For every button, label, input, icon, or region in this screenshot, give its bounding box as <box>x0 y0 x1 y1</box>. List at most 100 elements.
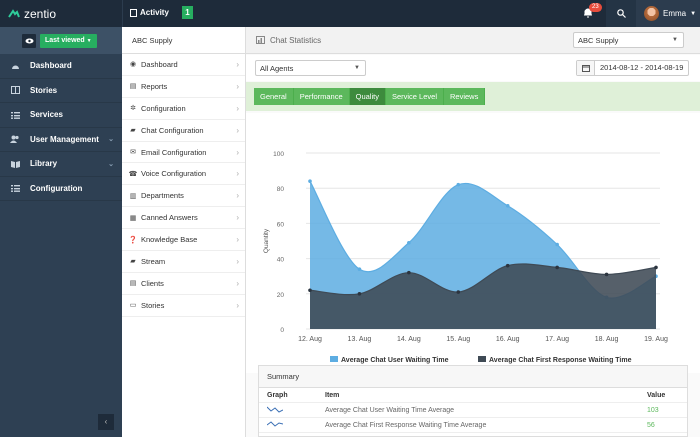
tab-performance[interactable]: Performance <box>293 88 350 105</box>
chevron-down-icon: ⌄ <box>108 136 114 144</box>
subnav-icon: ▥ <box>129 192 137 200</box>
main-content: Chat Statistics ABC Supply ▼ All Agents ▼ … <box>246 27 700 437</box>
logo-icon <box>8 9 20 18</box>
sidebar-item-label: Services <box>30 110 63 120</box>
date-range-value: 2014-08-12 - 2014-08-19 <box>600 63 684 72</box>
x-tick-label: 12. Aug <box>298 336 322 343</box>
search-icon <box>616 9 626 18</box>
y-tick-label: 20 <box>277 292 285 299</box>
subnav-item-email-configuration[interactable]: ✉ Email Configuration › <box>122 142 245 164</box>
last-viewed-button[interactable]: Last viewed ▼ <box>40 33 97 48</box>
subnav-icon: ◉ <box>129 61 137 69</box>
chevron-right-icon: › <box>236 125 239 135</box>
subnav-icon: ▭ <box>129 302 137 310</box>
notification-count-badge: 23 <box>589 3 602 12</box>
subnav-item-stories[interactable]: ▭ Stories › <box>122 295 245 317</box>
subnav-item-stream[interactable]: ▰ Stream › <box>122 251 245 273</box>
tab-service-level[interactable]: Service Level <box>385 88 444 105</box>
search-button[interactable] <box>606 0 636 27</box>
x-tick-label: 19. Aug <box>644 336 668 343</box>
subnav-icon: ▤ <box>129 280 137 288</box>
subnav-icon: ▰ <box>130 258 136 266</box>
subnav-item-dashboard[interactable]: ◉ Dashboard › <box>122 54 245 76</box>
subnav-item-label: Knowledge Base <box>141 235 198 245</box>
data-point <box>357 292 362 296</box>
sidebar-item-dashboard[interactable]: Dashboard <box>0 54 122 79</box>
data-point <box>407 270 411 275</box>
subnav-icon: ▰ <box>130 127 136 135</box>
chevron-down-icon: ⌄ <box>108 160 114 168</box>
data-point <box>407 240 411 245</box>
chart-area: 0 20 40 60 80 100 12. Aug 13. Aug 14. Aug 15. Aug… <box>246 113 700 373</box>
subnav-item-knowledge-base[interactable]: ❓ Knowledge Base › <box>122 229 245 252</box>
divider <box>122 0 123 27</box>
document-icon <box>130 8 137 17</box>
user-menu[interactable]: Emma ▼ <box>636 0 700 27</box>
tab-reviews[interactable]: Reviews <box>444 88 486 105</box>
activity-button[interactable]: Activity <box>130 8 169 17</box>
series-area-1 <box>310 263 656 329</box>
subnav-icon: ✉ <box>130 149 136 156</box>
subnav-item-label: Stream <box>141 256 166 266</box>
x-tick-label: 17. Aug <box>545 336 569 343</box>
x-tick-label: 13. Aug <box>348 336 372 343</box>
sub-navigation: ABC Supply ◉ Dashboard › ▤ Reports › ✲ Con… <box>122 27 246 437</box>
sidebar-item-configuration[interactable]: Configuration <box>0 177 122 201</box>
data-point <box>357 267 362 271</box>
sidebar-item-library[interactable]: Library ⌄ <box>0 152 122 177</box>
calendar-icon <box>577 61 595 75</box>
date-range-picker[interactable]: 2014-08-12 - 2014-08-19 <box>576 60 690 76</box>
subnav-item-configuration[interactable]: ✲ Configuration › <box>122 98 245 120</box>
activity-label: Activity <box>140 8 169 17</box>
data-point <box>654 265 658 270</box>
data-point <box>555 265 559 270</box>
collapse-sidebar-button[interactable]: ‹ <box>98 414 114 430</box>
subnav-item-label: Clients <box>141 278 164 288</box>
chevron-right-icon: › <box>236 300 239 310</box>
data-point <box>505 263 510 268</box>
subnav-item-label: Chat Configuration <box>141 125 204 135</box>
stories-icon <box>8 86 22 95</box>
tab-quality[interactable]: Quality <box>349 88 386 105</box>
y-axis-label: Quantity <box>263 228 270 253</box>
sidebar-item-services[interactable]: Services <box>0 103 122 128</box>
chevron-right-icon: › <box>236 213 239 223</box>
dashboard-icon <box>8 62 22 70</box>
last-viewed-bar: Last viewed ▼ <box>0 27 122 54</box>
sidebar-item-stories[interactable]: Stories <box>0 79 122 103</box>
subnav-item-clients[interactable]: ▤ Clients › <box>122 273 245 295</box>
eye-button[interactable] <box>22 33 36 48</box>
subnav-item-label: Departments <box>141 191 184 201</box>
subnav-item-reports[interactable]: ▤ Reports › <box>122 76 245 98</box>
agents-select[interactable]: All Agents ▼ <box>255 60 366 76</box>
company-select[interactable]: ABC Supply ▼ <box>573 32 684 48</box>
legend-label: Average Chat User Waiting Time <box>341 357 449 364</box>
chevron-right-icon: › <box>236 147 239 157</box>
chevron-right-icon: › <box>236 103 239 113</box>
subnav-icon: ▤ <box>129 83 137 91</box>
chart: 0 20 40 60 80 100 12. Aug 13. Aug 14. Aug 15. Aug… <box>263 151 668 364</box>
column-value: Value <box>647 391 666 399</box>
subnav-item-label: Canned Answers <box>141 213 198 223</box>
subnav-item-departments[interactable]: ▥ Departments › <box>122 185 245 208</box>
chevron-down-icon: ▼ <box>86 37 92 44</box>
subnav-item-chat-configuration[interactable]: ▰ Chat Configuration › <box>122 120 245 142</box>
app-logo[interactable]: zentio <box>8 6 56 22</box>
x-tick-label: 15. Aug <box>446 336 470 343</box>
sidebar-item-user-management[interactable]: User Management ⌄ <box>0 128 122 152</box>
subnav-item-voice-configuration[interactable]: ☎ Voice Configuration › <box>122 163 245 186</box>
chevron-right-icon: › <box>236 169 239 179</box>
legend-swatch <box>478 356 486 362</box>
summary-value: 56 <box>647 421 655 429</box>
chevron-right-icon: › <box>236 191 239 201</box>
table-row: Average Chat User Waiting Time Average 1… <box>259 403 687 418</box>
data-point <box>505 204 510 208</box>
tab-general[interactable]: General <box>254 88 294 105</box>
subnav-icon: ☎ <box>128 170 138 178</box>
subnav-item-label: Stories <box>141 300 165 310</box>
subnav-header: ABC Supply <box>122 27 245 54</box>
summary-value: 103 <box>647 406 659 414</box>
x-tick-label: 18. Aug <box>595 336 619 343</box>
subnav-item-canned-answers[interactable]: ▦ Canned Answers › <box>122 207 245 230</box>
activity-count-badge[interactable]: 1 <box>182 6 193 19</box>
